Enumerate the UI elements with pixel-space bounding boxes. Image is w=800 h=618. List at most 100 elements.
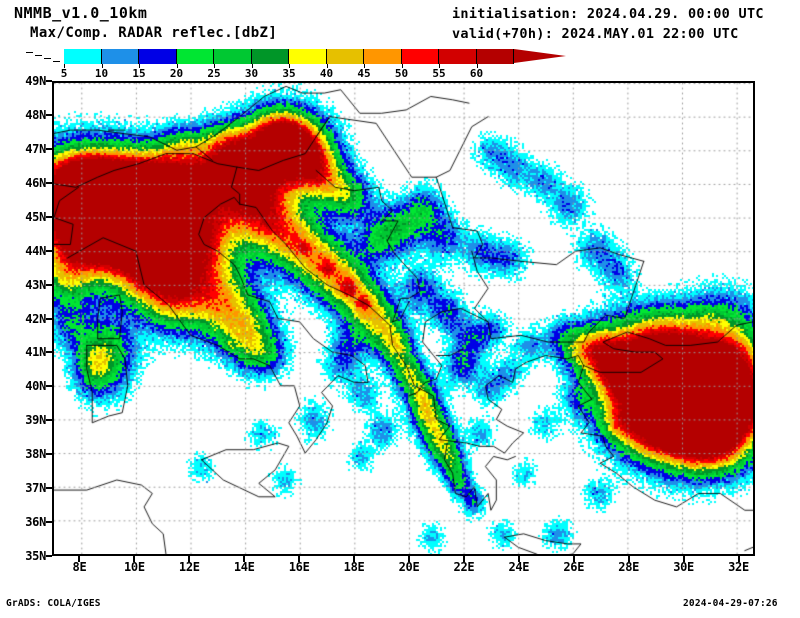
colorbar-lead-dash bbox=[35, 55, 42, 56]
axis-tick-lon bbox=[298, 556, 301, 562]
axis-label-lon-16E: 16E bbox=[288, 560, 310, 574]
axis-tick-lat bbox=[46, 80, 52, 82]
colorbar-lead-dash bbox=[44, 58, 51, 59]
axis-tick-lat bbox=[46, 283, 52, 286]
axis-tick-lon bbox=[78, 556, 81, 562]
axis-tick-lon bbox=[462, 556, 465, 562]
colorbar-tick bbox=[64, 64, 65, 68]
colorbar-label-15: 15 bbox=[132, 67, 146, 80]
colorbar-label-50: 50 bbox=[394, 67, 409, 80]
axis-tick-lon bbox=[682, 556, 685, 562]
colorbar-tick bbox=[401, 64, 403, 68]
axis-label-lat-44N: 44N bbox=[25, 243, 46, 258]
axis-label-lon-22E: 22E bbox=[453, 560, 475, 574]
axis-tick-lat bbox=[46, 453, 52, 456]
colorbar-segment-55 bbox=[439, 49, 477, 64]
axis-tick-lat bbox=[46, 113, 52, 116]
model-name: NMMB_v1.0_10km bbox=[14, 4, 148, 22]
colorbar-lead-dash bbox=[26, 52, 33, 53]
colorbar-tick bbox=[214, 64, 215, 68]
valid-time: valid(+70h): 2024.MAY.01 22:00 UTC bbox=[452, 26, 739, 42]
colorbar-segment-35 bbox=[289, 49, 327, 64]
initialisation-time: initialisation: 2024.04.29. 00:00 UTC bbox=[452, 6, 764, 22]
axis-label-lat-45N: 45N bbox=[25, 209, 46, 224]
axis-label-lat-47N: 47N bbox=[25, 141, 46, 156]
colorbar-label-35: 35 bbox=[282, 67, 296, 80]
colorbar-label-10: 10 bbox=[94, 67, 109, 80]
axis-label-lat-39N: 39N bbox=[25, 413, 46, 428]
axis-label-lon-32E: 32E bbox=[728, 560, 749, 574]
axis-tick-lat bbox=[46, 419, 52, 422]
axis-label-lon-28E: 28E bbox=[618, 560, 640, 574]
axis-label-lat-49N: 49N bbox=[25, 74, 46, 88]
colorbar-segment-50 bbox=[401, 49, 439, 64]
grads-credit: GrADS: COLA/IGES bbox=[6, 598, 101, 609]
axis-label-lat-48N: 48N bbox=[25, 107, 46, 122]
axis-label-lon-18E: 18E bbox=[343, 560, 365, 574]
radar-map-plot[interactable] bbox=[52, 81, 755, 556]
axis-tick-lon bbox=[353, 556, 356, 562]
axis-tick-lat bbox=[46, 555, 52, 557]
axis-label-lon-10E: 10E bbox=[123, 560, 145, 574]
axis-label-lat-37N: 37N bbox=[25, 481, 46, 496]
axis-tick-lon bbox=[737, 556, 740, 562]
axis-label-lon-26E: 26E bbox=[563, 560, 585, 574]
colorbar-lead-dash bbox=[53, 61, 60, 62]
colorbar-segment-5 bbox=[64, 49, 102, 64]
axis-label-lat-43N: 43N bbox=[25, 277, 46, 292]
axis-tick-lat bbox=[46, 181, 52, 184]
axis-label-lon-8E: 8E bbox=[72, 560, 87, 574]
axis-tick-lon bbox=[572, 556, 575, 562]
colorbar-tick bbox=[139, 64, 140, 68]
axis-tick-lat bbox=[46, 521, 52, 524]
field-title: Max/Comp. RADAR reflec.[dbZ] bbox=[30, 25, 278, 41]
axis-tick-lat bbox=[46, 147, 52, 150]
axis-tick-lat bbox=[46, 487, 52, 490]
axis-label-lon-20E: 20E bbox=[398, 560, 420, 574]
colorbar-tick bbox=[176, 64, 178, 68]
axis-label-lon-30E: 30E bbox=[673, 560, 694, 574]
axis-tick-lat bbox=[46, 351, 52, 354]
axis-label-lon-24E: 24E bbox=[508, 560, 530, 574]
colorbar-tick bbox=[289, 64, 290, 68]
axis-tick-lat bbox=[46, 385, 52, 388]
axis-label-lat-35N: 35N bbox=[25, 549, 46, 563]
colorbar-tick bbox=[476, 64, 478, 68]
radar-reflectivity-field bbox=[54, 83, 753, 554]
colorbar-segment-60 bbox=[476, 49, 514, 64]
colorbar-segment-10 bbox=[101, 49, 139, 64]
axis-tick-lon bbox=[517, 556, 520, 562]
colorbar-label-60: 60 bbox=[469, 67, 484, 80]
axis-label-lat-36N: 36N bbox=[25, 515, 46, 530]
axis-label-lat-42N: 42N bbox=[25, 311, 46, 326]
axis-tick-lat bbox=[46, 317, 52, 320]
colorbar-label-5: 5 bbox=[60, 67, 68, 80]
colorbar-tick bbox=[364, 64, 365, 68]
render-timestamp: 2024-04-29-07:26 bbox=[683, 598, 778, 609]
colorbar-segment-25 bbox=[214, 49, 252, 64]
axis-tick-lon bbox=[627, 556, 630, 562]
axis-label-lat-38N: 38N bbox=[25, 447, 46, 462]
colorbar-segment-40 bbox=[326, 49, 364, 64]
colorbar-segment-15 bbox=[139, 49, 177, 64]
axis-label-lon-14E: 14E bbox=[233, 560, 255, 574]
colorbar-segment-20 bbox=[176, 49, 214, 64]
axis-label-lat-40N: 40N bbox=[25, 379, 46, 394]
colorbar-overflow-arrow bbox=[514, 49, 566, 63]
colorbar-label-30: 30 bbox=[244, 67, 259, 80]
axis-label-lat-46N: 46N bbox=[25, 175, 46, 190]
axis-tick-lat bbox=[46, 215, 52, 218]
axis-tick-lat bbox=[46, 249, 52, 252]
axis-tick-lon bbox=[133, 556, 136, 562]
colorbar-label-55: 55 bbox=[432, 67, 446, 80]
colorbar-tick bbox=[101, 64, 103, 68]
colorbar-tick bbox=[326, 64, 328, 68]
axis-tick-lon bbox=[188, 556, 191, 562]
axis-tick-lon bbox=[407, 556, 410, 562]
colorbar-tick bbox=[251, 64, 253, 68]
axis-tick-lon bbox=[243, 556, 246, 562]
colorbar-segment-30 bbox=[251, 49, 289, 64]
colorbar-legend: 5 10 15 20 25 30 35 40 45 50 55 60 bbox=[24, 49, 566, 80]
colorbar-segment-45 bbox=[364, 49, 402, 64]
axis-label-lon-12E: 12E bbox=[178, 560, 200, 574]
